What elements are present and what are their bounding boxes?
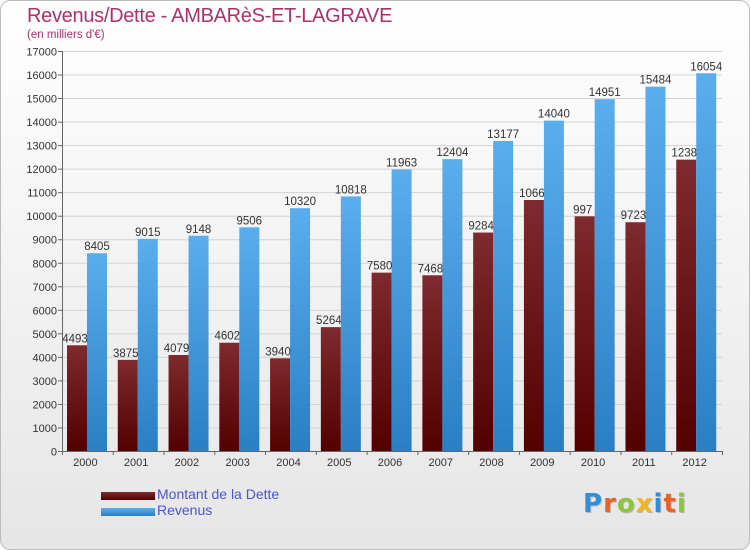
bar-dette bbox=[67, 345, 87, 451]
bar-dette bbox=[270, 358, 291, 451]
y-tick-label: 5000 bbox=[33, 329, 57, 341]
y-tick-label: 0 bbox=[51, 447, 57, 459]
bar-dette bbox=[117, 359, 138, 451]
x-tick-label: 2006 bbox=[378, 457, 402, 469]
data-label-revenus: 14040 bbox=[538, 109, 570, 121]
data-label-revenus: 9148 bbox=[186, 224, 212, 236]
x-tick-label: 2012 bbox=[682, 457, 706, 469]
y-tick-label: 1000 bbox=[33, 423, 57, 435]
bar-revenus bbox=[137, 238, 158, 451]
y-tick-label: 16000 bbox=[26, 70, 57, 82]
y-tick-label: 4000 bbox=[33, 352, 57, 364]
y-tick-label: 15000 bbox=[26, 94, 57, 106]
bar-revenus bbox=[290, 208, 311, 451]
bar-revenus bbox=[645, 86, 666, 451]
data-label-revenus: 8405 bbox=[84, 241, 110, 253]
bar-dette bbox=[219, 342, 240, 451]
data-label-dette: 997 bbox=[573, 204, 592, 216]
chart-title: Revenus/Dette - AMBARèS-ET-LAGRAVE bbox=[27, 5, 393, 27]
x-tick-label: 2000 bbox=[73, 457, 97, 469]
data-label-dette: 4079 bbox=[164, 343, 190, 355]
data-label-revenus: 10320 bbox=[284, 196, 316, 208]
bar-revenus bbox=[391, 169, 412, 452]
y-tick-label: 10000 bbox=[26, 211, 57, 223]
bar-revenus bbox=[340, 196, 361, 451]
bar-revenus bbox=[188, 235, 209, 451]
data-label-dette: 3875 bbox=[113, 348, 139, 360]
data-label-dette: 7468 bbox=[418, 263, 444, 275]
x-tick-label: 2002 bbox=[175, 457, 199, 469]
data-label-dette: 7580 bbox=[367, 261, 393, 273]
y-tick-label: 7000 bbox=[33, 282, 57, 294]
data-label-revenus: 9506 bbox=[237, 215, 263, 227]
data-label-revenus: 11963 bbox=[386, 158, 417, 170]
x-tick-label: 2010 bbox=[581, 457, 605, 469]
bar-dette bbox=[676, 159, 697, 451]
y-tick-label: 3000 bbox=[33, 376, 57, 388]
bar-revenus bbox=[87, 253, 107, 451]
bar-dette bbox=[422, 275, 443, 451]
x-tick-label: 2011 bbox=[632, 457, 656, 469]
y-tick-label: 14000 bbox=[26, 117, 57, 129]
data-label-dette: 3940 bbox=[265, 346, 291, 358]
y-tick-label: 9000 bbox=[33, 235, 57, 247]
data-label-dette: 9284 bbox=[468, 221, 494, 233]
bar-revenus bbox=[696, 73, 717, 452]
data-label-revenus: 15484 bbox=[639, 75, 672, 87]
y-tick-label: 17000 bbox=[26, 47, 57, 59]
data-label-revenus: 16054 bbox=[690, 61, 723, 73]
bar-revenus bbox=[543, 120, 564, 451]
x-tick-label: 2005 bbox=[327, 457, 351, 469]
x-tick-label: 2003 bbox=[225, 457, 249, 469]
bar-dette bbox=[625, 222, 646, 451]
y-tick-label: 12000 bbox=[26, 164, 57, 176]
legend-label-dette: Montant de la Dette bbox=[157, 486, 280, 502]
data-label-dette: 1238 bbox=[671, 148, 697, 160]
legend-swatch-revenus bbox=[101, 508, 155, 516]
bar-dette bbox=[473, 232, 494, 451]
data-label-revenus: 13177 bbox=[487, 129, 519, 141]
legend-label-revenus: Revenus bbox=[157, 502, 213, 518]
y-tick-label: 11000 bbox=[27, 188, 57, 200]
bar-revenus bbox=[594, 99, 615, 451]
proxiti-logo: Proxiti bbox=[583, 489, 687, 519]
data-label-revenus: 10818 bbox=[335, 184, 367, 196]
chart-subtitle: (en milliers d'€) bbox=[27, 29, 105, 41]
data-label-dette: 9723 bbox=[621, 210, 647, 222]
data-label-dette: 4602 bbox=[215, 331, 241, 343]
data-label-dette: 4493 bbox=[62, 333, 88, 345]
bar-revenus bbox=[493, 140, 514, 451]
bar-dette bbox=[320, 327, 341, 451]
x-tick-label: 2004 bbox=[276, 457, 300, 469]
x-tick-label: 2007 bbox=[429, 457, 453, 469]
bar-dette bbox=[574, 216, 595, 451]
data-label-revenus: 14951 bbox=[589, 87, 621, 99]
x-tick-label: 2001 bbox=[124, 457, 148, 469]
bar-dette bbox=[168, 355, 189, 451]
x-tick-label: 2009 bbox=[530, 457, 554, 469]
bar-dette bbox=[371, 272, 392, 451]
y-tick-label: 6000 bbox=[33, 305, 57, 317]
y-tick-label: 13000 bbox=[26, 141, 57, 153]
data-label-dette: 1066 bbox=[519, 188, 545, 200]
data-label-revenus: 9015 bbox=[135, 227, 161, 239]
data-label-dette: 5264 bbox=[316, 315, 342, 327]
legend-swatch-dette bbox=[101, 492, 155, 500]
x-tick-label: 2008 bbox=[479, 457, 503, 469]
bar-revenus bbox=[442, 159, 463, 451]
y-tick-label: 2000 bbox=[33, 399, 57, 411]
data-label-revenus: 12404 bbox=[436, 147, 469, 159]
bar-dette bbox=[523, 199, 544, 451]
y-tick-label: 8000 bbox=[33, 258, 57, 270]
bar-revenus bbox=[239, 227, 260, 451]
